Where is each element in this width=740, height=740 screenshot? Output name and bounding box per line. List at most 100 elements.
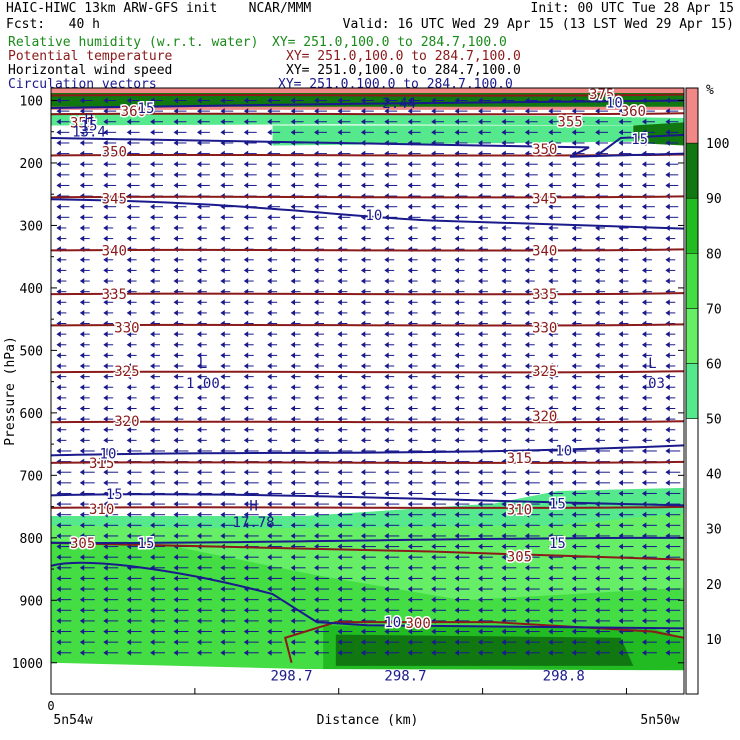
vector-head	[360, 171, 366, 178]
colorbar-tick-label: 20	[706, 578, 722, 593]
vector-head	[618, 617, 623, 624]
vector-head	[454, 97, 459, 104]
vector-head	[641, 586, 647, 592]
vector-head	[56, 394, 61, 401]
vector-head	[431, 426, 436, 433]
vector-head	[337, 649, 342, 656]
vector-head	[290, 639, 296, 646]
vector-head	[571, 299, 577, 306]
vector-head	[501, 256, 506, 263]
vector-head	[501, 479, 506, 486]
vector-head	[79, 426, 85, 433]
vector-head	[290, 437, 296, 444]
vector-head	[173, 405, 178, 412]
vector-head	[571, 416, 577, 423]
vector-head	[501, 278, 506, 284]
vector-head	[431, 575, 436, 582]
vector-head	[150, 373, 155, 380]
vector-head	[314, 256, 319, 263]
vector-head	[314, 533, 319, 539]
vector-head	[384, 299, 389, 306]
vector-head	[641, 639, 647, 646]
vector-head	[196, 405, 202, 412]
vector-head	[290, 203, 296, 210]
vector-head	[150, 448, 155, 454]
vector-head	[79, 363, 85, 369]
vector-head	[360, 607, 366, 614]
vector-head	[126, 309, 132, 316]
vector-head	[618, 649, 623, 656]
vector-head	[314, 490, 319, 497]
vector-head	[56, 554, 61, 561]
vector-head	[454, 575, 459, 582]
vector-head	[196, 533, 202, 539]
vector-head	[548, 108, 553, 115]
vector-head	[407, 490, 413, 497]
vector-head	[126, 501, 132, 508]
vector-head	[595, 182, 600, 189]
vector-head	[103, 341, 108, 348]
vector-head	[595, 161, 600, 168]
vector-head	[548, 511, 553, 518]
vector-head	[150, 617, 155, 624]
vector-head	[196, 309, 202, 316]
vector-head	[243, 426, 249, 433]
vector-head	[79, 533, 85, 539]
vector-head	[501, 469, 506, 476]
vector-head	[267, 437, 272, 444]
vector-head	[196, 352, 202, 359]
vector-head	[126, 586, 132, 592]
vector-head	[431, 108, 436, 115]
vector-head	[196, 437, 202, 444]
vector-head	[618, 394, 623, 401]
vector-head	[220, 118, 225, 125]
vector-head	[618, 596, 623, 603]
y-tick-label: 800	[20, 532, 43, 547]
vector-head	[478, 161, 483, 168]
vector-head	[641, 596, 647, 603]
vector-head	[454, 511, 459, 518]
vector-head	[79, 278, 85, 284]
vector-head	[79, 352, 85, 359]
vector-head	[337, 426, 342, 433]
vector-head	[478, 235, 483, 242]
vector-head	[618, 469, 623, 476]
vector-head	[150, 299, 155, 306]
vector-head	[314, 225, 319, 231]
vector-head	[103, 108, 108, 115]
vector-head	[126, 278, 132, 284]
vector-head	[337, 373, 342, 380]
vector-head	[548, 437, 553, 444]
vector-head	[290, 617, 296, 624]
vector-head	[103, 97, 108, 104]
wind-speed-contour-1	[51, 198, 684, 230]
vector-head	[431, 649, 436, 656]
extremum-label: 17.78	[232, 515, 274, 531]
vector-head	[290, 479, 296, 486]
vector-head	[595, 586, 600, 592]
vector-head	[267, 309, 272, 316]
vector-head	[501, 108, 506, 115]
vector-head	[290, 586, 296, 592]
vector-head	[56, 161, 61, 168]
vector-head	[548, 129, 553, 136]
vector-head	[220, 533, 225, 539]
theta-contour-300	[284, 621, 684, 664]
vector-head	[478, 522, 483, 529]
vector-head	[595, 639, 600, 646]
vector-head	[243, 607, 249, 614]
vector-head	[501, 363, 506, 369]
vector-head	[150, 501, 155, 508]
vector-head	[571, 575, 577, 582]
vector-head	[384, 511, 389, 518]
vector-head	[571, 278, 577, 284]
vector-head	[360, 437, 366, 444]
vector-head	[478, 511, 483, 518]
vector-head	[196, 469, 202, 476]
vector-head	[454, 140, 459, 146]
vector-head	[56, 533, 61, 539]
vector-head	[314, 182, 319, 189]
vector-head	[431, 533, 436, 539]
vector-head	[267, 384, 272, 391]
vector-head	[243, 267, 249, 274]
